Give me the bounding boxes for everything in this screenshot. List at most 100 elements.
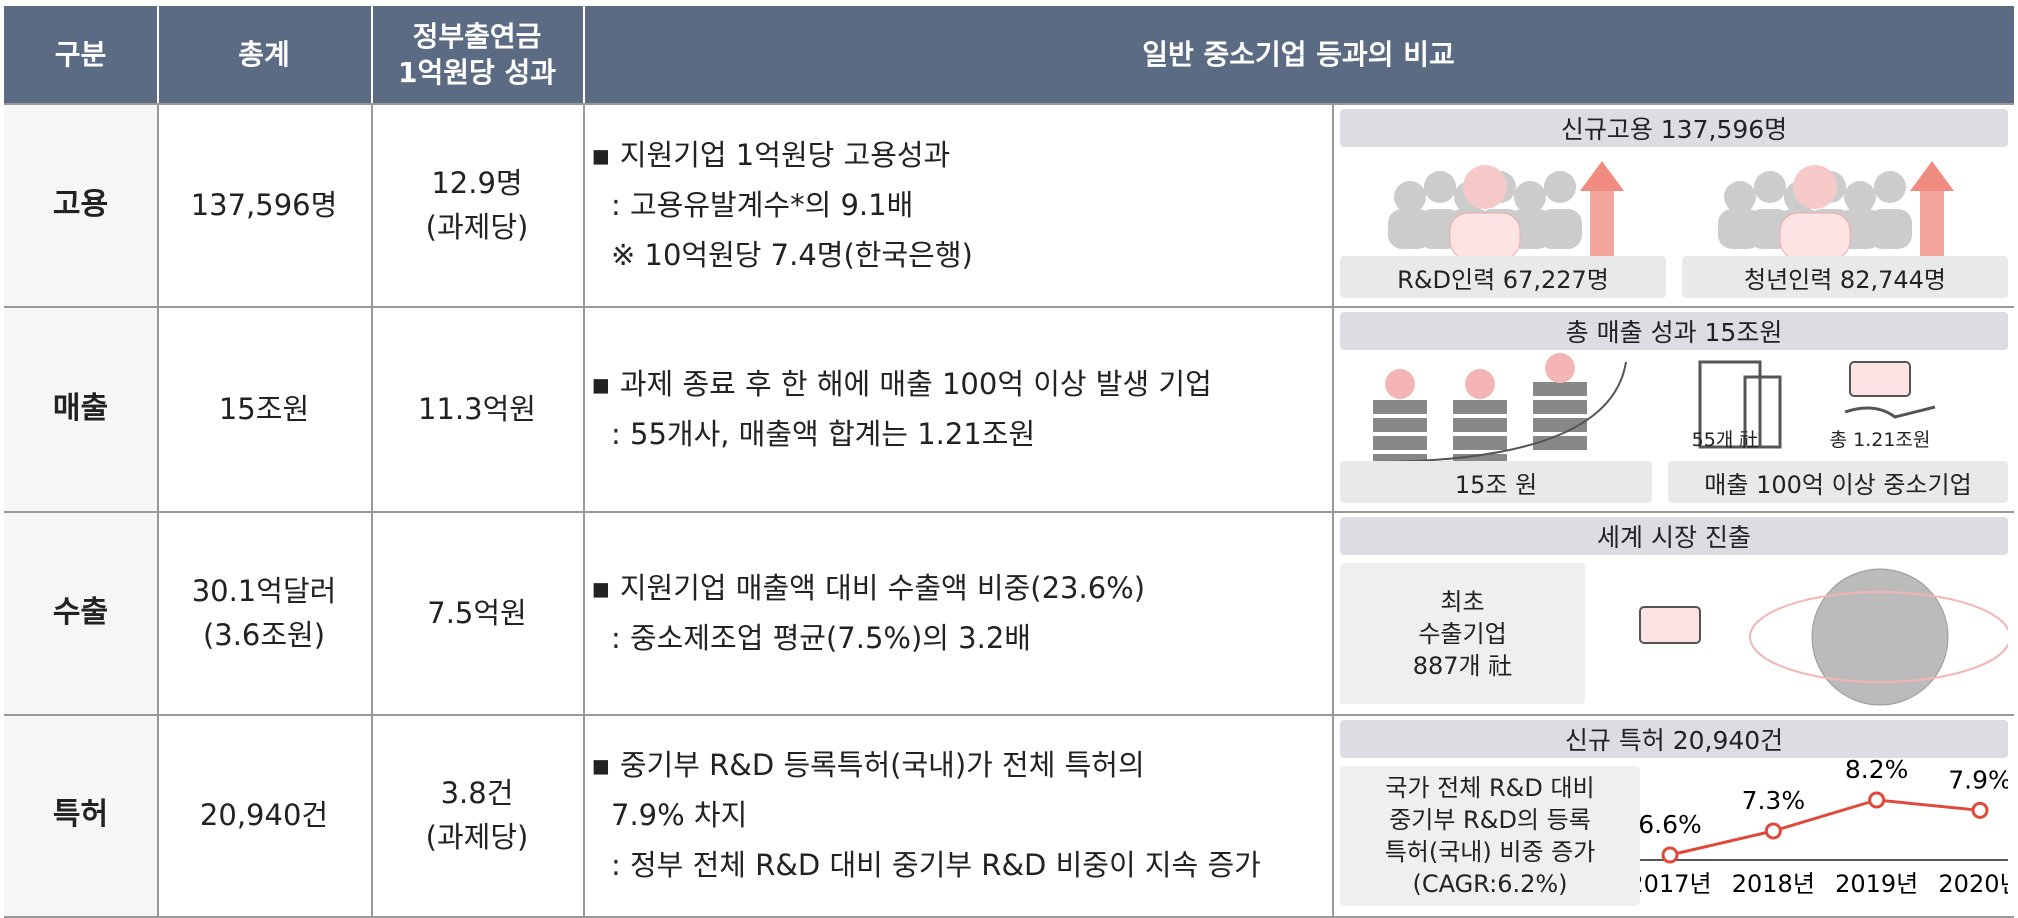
cell-text: 12.9명	[431, 161, 522, 205]
description-line: ▪ 중기부 R&D 등록특허(국내)가 전체 특허의	[591, 740, 1332, 790]
cell-text: 7.5억원	[427, 591, 526, 635]
info-line: 중기부 R&D의 등록	[1389, 804, 1591, 836]
arrow-shaft	[1920, 189, 1944, 264]
cell-text: 15조원	[219, 387, 309, 431]
info-line: 특허(국내) 비중 증가	[1385, 836, 1596, 868]
icon-label: 55개 社	[1655, 425, 1795, 452]
panel-label: 청년인력 82,744명	[1682, 256, 2008, 298]
description: ▪ 과제 종료 후 한 해에 매출 100억 이상 발생 기업: 55개사, 매…	[583, 306, 1332, 511]
value-label: 7.9%	[1948, 765, 2008, 794]
arrow-shaft	[1590, 189, 1614, 264]
cell-text: 20,940건	[200, 793, 328, 837]
info-line: (CAGR:6.2%)	[1412, 868, 1567, 900]
arrow-head	[1580, 161, 1624, 191]
header-divider	[583, 6, 585, 103]
description-line: 7.9% 차지	[591, 790, 1332, 840]
person-body	[1780, 213, 1850, 259]
category: 고용	[53, 183, 108, 227]
total-cell: 20,940건	[157, 714, 371, 916]
info-line: 최초	[1440, 586, 1484, 618]
person-icon	[1793, 165, 1837, 209]
category: 특허	[53, 793, 108, 837]
line-series	[1670, 800, 1980, 855]
header-text: 정부출연금	[413, 19, 542, 55]
cell-text: (과제당)	[426, 815, 529, 859]
person-body	[1450, 213, 1520, 259]
check-badge	[1385, 369, 1415, 399]
coin-stack	[1533, 400, 1587, 414]
person-body	[1868, 209, 1912, 249]
person-icon	[1424, 171, 1456, 203]
data-point	[1973, 803, 1987, 817]
header-text: 총계	[238, 37, 290, 73]
hand-icon	[1845, 407, 1935, 417]
panel-label: R&D인력 67,227명	[1340, 256, 1666, 298]
per-100m-cell: 3.8건(과제당)	[371, 714, 583, 916]
description-line: : 중소제조업 평균(7.5%)의 3.2배	[591, 613, 1332, 663]
total-cell: 137,596명	[157, 103, 371, 306]
header-divider	[157, 6, 159, 103]
value-label: 6.6%	[1638, 810, 1702, 839]
header-text: 구분	[55, 37, 107, 73]
coin-stack	[1373, 436, 1427, 450]
person-icon	[1724, 181, 1756, 213]
person-icon	[1394, 181, 1426, 213]
person-icon	[1844, 181, 1876, 213]
info-line: 수출기업	[1418, 618, 1506, 650]
coin-stack	[1533, 436, 1587, 450]
header-divider	[371, 6, 373, 103]
header-cell: 구분	[4, 6, 157, 103]
coin-stack	[1373, 418, 1427, 432]
header-text: 1억원당 성과	[398, 55, 556, 91]
cell-text: 3.8건	[441, 771, 514, 815]
header-cell: 총계	[157, 6, 371, 103]
description-line: : 고용유발계수*의 9.1배	[591, 180, 1332, 230]
value-label: 8.2%	[1845, 755, 1909, 784]
description: ▪ 지원기업 매출액 대비 수출액 비중(23.6%): 중소제조업 평균(7.…	[583, 511, 1332, 714]
description-line: ▪ 지원기업 매출액 대비 수출액 비중(23.6%)	[591, 563, 1332, 613]
description-line: ▪ 지원기업 1억원당 고용성과	[591, 130, 1332, 180]
x-label: 2018년	[1732, 870, 1815, 898]
data-point	[1663, 848, 1677, 862]
panel-label: 15조 원	[1340, 461, 1652, 503]
per-100m-cell: 12.9명(과제당)	[371, 103, 583, 306]
table-page: 구분 총계 정부출연금1억원당 성과 일반 중소기업 등과의 비교고용 137,596명…	[0, 0, 2018, 918]
globe	[1812, 569, 1948, 705]
check-badge	[1465, 369, 1495, 399]
person-icon	[1544, 171, 1576, 203]
comparison-panel: 신규고용 137,596명R&D인력 67,227명청년인력 82,744명	[1340, 109, 2008, 300]
data-point	[1870, 793, 1884, 807]
coin-stack	[1533, 382, 1587, 396]
cell-text: (과제당)	[426, 205, 529, 249]
cell-text: 11.3억원	[418, 387, 536, 431]
person-icon	[1463, 165, 1507, 209]
person-body	[1538, 209, 1582, 249]
person-icon	[1514, 181, 1546, 213]
cell-text: 30.1억달러	[192, 569, 337, 613]
money-icon	[1850, 362, 1910, 396]
per-100m-cell: 11.3억원	[371, 306, 583, 511]
header-cell: 일반 중소기업 등과의 비교	[583, 6, 2014, 103]
comparison-panel: 신규 특허 20,940건6.6%2017년7.3%2018년8.2%2019년…	[1340, 720, 2008, 910]
category-cell: 수출	[4, 511, 157, 714]
coin-stack	[1373, 400, 1427, 414]
category-cell: 특허	[4, 714, 157, 916]
x-label: 2019년	[1835, 870, 1918, 898]
total-cell: 15조원	[157, 306, 371, 511]
info-line: 887개 社	[1413, 650, 1513, 682]
per-100m-cell: 7.5억원	[371, 511, 583, 714]
value-label: 7.3%	[1742, 786, 1806, 815]
category: 수출	[53, 591, 108, 635]
description-line: : 정부 전체 R&D 대비 중기부 R&D 비중이 지속 증가	[591, 840, 1332, 890]
coin-stack	[1453, 418, 1507, 432]
col-line	[1332, 103, 1334, 916]
description: ▪ 지원기업 1억원당 고용성과: 고용유발계수*의 9.1배※ 10억원당 7…	[583, 103, 1332, 306]
category-cell: 매출	[4, 306, 157, 511]
x-label: 2020년	[1938, 870, 2008, 898]
description-line: ▪ 과제 종료 후 한 해에 매출 100억 이상 발생 기업	[591, 359, 1332, 409]
person-icon	[1874, 171, 1906, 203]
category: 매출	[53, 387, 108, 431]
panel-label: 매출 100억 이상 중소기업	[1668, 461, 2008, 503]
